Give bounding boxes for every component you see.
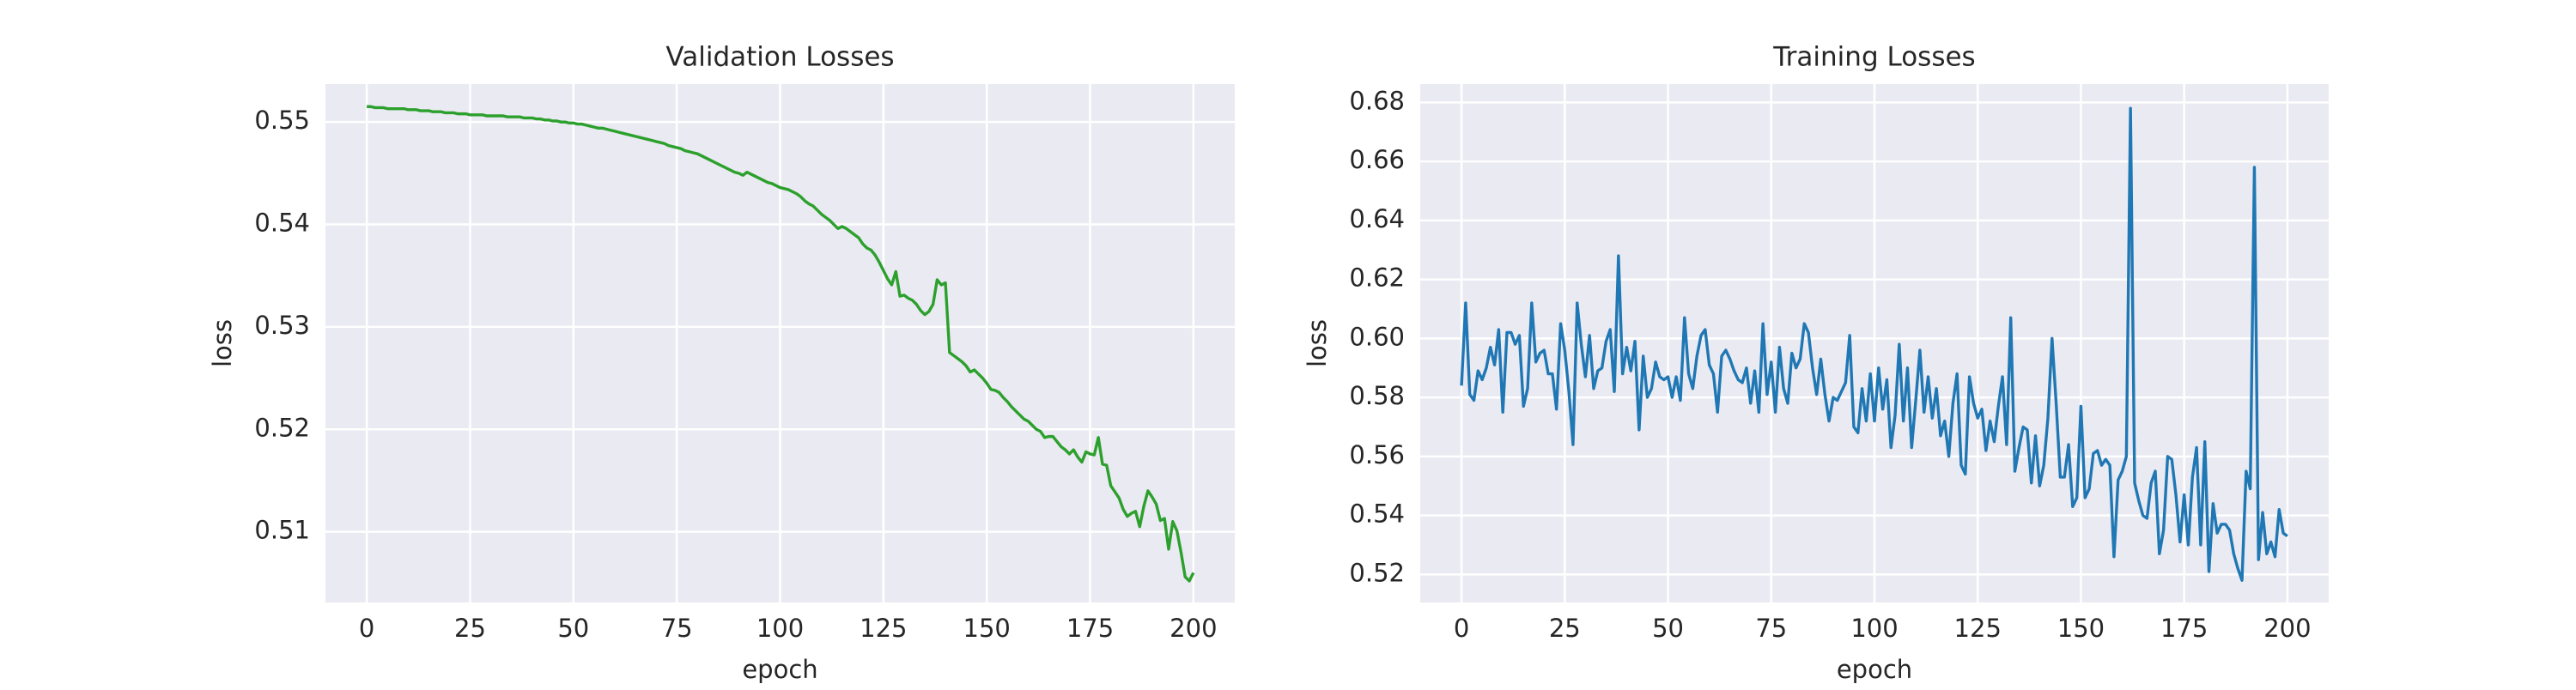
- data-line: [367, 105, 1195, 583]
- y-tick-label: 0.64: [1349, 204, 1405, 233]
- y-tick-label: 0.55: [254, 106, 310, 135]
- y-tick-label: 0.52: [1349, 558, 1405, 587]
- x-tick-label: 25: [1549, 614, 1581, 643]
- x-tick-label: 75: [1755, 614, 1787, 643]
- chart-title: Training Losses: [1772, 42, 1975, 73]
- x-tick-label: 150: [963, 614, 1011, 643]
- y-tick-label: 0.56: [1349, 440, 1405, 469]
- x-tick-label: 25: [454, 614, 486, 643]
- x-axis-label: epoch: [742, 655, 817, 684]
- y-tick-label: 0.68: [1349, 86, 1405, 115]
- x-tick-label: 50: [1652, 614, 1684, 643]
- x-tick-label: 0: [1454, 614, 1469, 643]
- x-tick-label: 125: [860, 614, 907, 643]
- x-tick-label: 100: [1850, 614, 1898, 643]
- x-axis-label: epoch: [1837, 655, 1912, 684]
- y-tick-label: 0.53: [254, 311, 310, 340]
- subplot: 0 25 50 75 100 125 150 175 200 0.52 0.54 0.56 0.58 0.…: [1303, 42, 2329, 684]
- y-tick-label: 0.60: [1349, 322, 1405, 351]
- y-tick-label: 0.62: [1349, 263, 1405, 293]
- x-tick-label: 150: [2057, 614, 2105, 643]
- y-tick-label: 0.54: [1349, 499, 1405, 529]
- chart-title: Validation Losses: [665, 42, 894, 73]
- y-tick-label: 0.58: [1349, 381, 1405, 410]
- x-tick-label: 100: [756, 614, 804, 643]
- y-tick-label: 0.66: [1349, 145, 1405, 174]
- y-axis-label: loss: [208, 319, 237, 367]
- y-tick-label: 0.52: [254, 413, 310, 442]
- x-tick-label: 125: [1954, 614, 2002, 643]
- y-tick-label: 0.51: [254, 516, 310, 545]
- y-tick-label: 0.54: [254, 209, 310, 238]
- x-tick-label: 200: [1170, 614, 1217, 643]
- y-axis-label: loss: [1303, 319, 1332, 367]
- x-tick-label: 50: [557, 614, 589, 643]
- x-tick-label: 200: [2263, 614, 2311, 643]
- x-tick-label: 175: [1066, 614, 1114, 643]
- x-tick-label: 75: [661, 614, 693, 643]
- x-tick-label: 175: [2160, 614, 2208, 643]
- data-line: [1460, 106, 2288, 582]
- x-tick-label: 0: [359, 614, 374, 643]
- subplot: 0 25 50 75 100 125 150 175 200 0.51 0.52 0.53 0.54 0.…: [208, 42, 1235, 684]
